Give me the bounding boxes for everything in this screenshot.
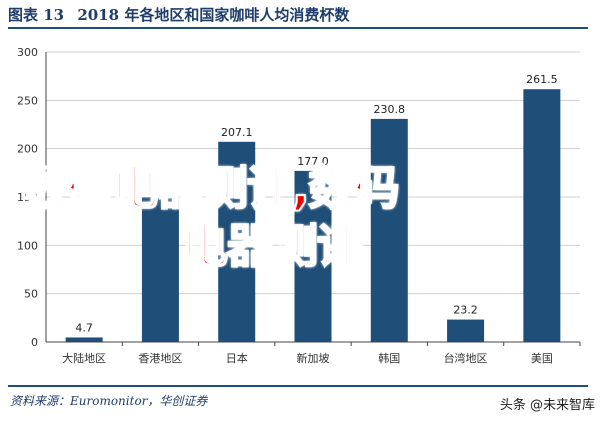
bar-3 (294, 170, 332, 342)
bar-5 (447, 319, 485, 342)
bar-1 (141, 197, 179, 342)
top-rule (8, 27, 588, 29)
x-tick-label: 新加坡 (297, 351, 330, 365)
x-tick-label: 香港地区 (138, 352, 182, 365)
data-label: 4.7 (75, 321, 93, 334)
x-tick-label: 美国 (531, 352, 553, 365)
y-tick-label: 250 (17, 94, 38, 107)
source-note: 资料来源：Euromonitor，华创证券 (10, 394, 208, 408)
y-tick-label: 50 (24, 288, 38, 301)
bar-4 (370, 118, 408, 342)
y-tick-label: 100 (17, 239, 38, 252)
data-label: 230.8 (374, 103, 406, 116)
y-tick-label: 150 (17, 191, 38, 204)
data-label: 207.1 (221, 126, 253, 139)
x-tick-label: 大陆地区 (62, 351, 106, 365)
y-tick-label: 0 (31, 336, 38, 349)
data-label: 177.0 (297, 155, 329, 168)
chart-title: 2018 年各地区和国家咖啡人均消费杯数 (77, 6, 350, 24)
bar-6 (523, 89, 561, 342)
figure-title: 图表 13 2018 年各地区和国家咖啡人均消费杯数 (8, 4, 357, 25)
figure-label: 图表 13 (8, 6, 65, 24)
bottom-rule (8, 385, 588, 387)
y-tick-label: 200 (17, 143, 38, 156)
x-tick-label: 日本 (226, 351, 248, 365)
bar-0 (65, 337, 103, 342)
bar-2 (218, 141, 256, 342)
x-tick-label: 韩国 (378, 351, 400, 365)
x-tick-label: 台湾地区 (444, 351, 488, 365)
data-label: 261.5 (526, 73, 558, 86)
publisher-watermark: 头条 @未来智库 (499, 398, 595, 413)
y-tick-label: 300 (17, 46, 38, 59)
data-label: 23.2 (453, 304, 478, 317)
